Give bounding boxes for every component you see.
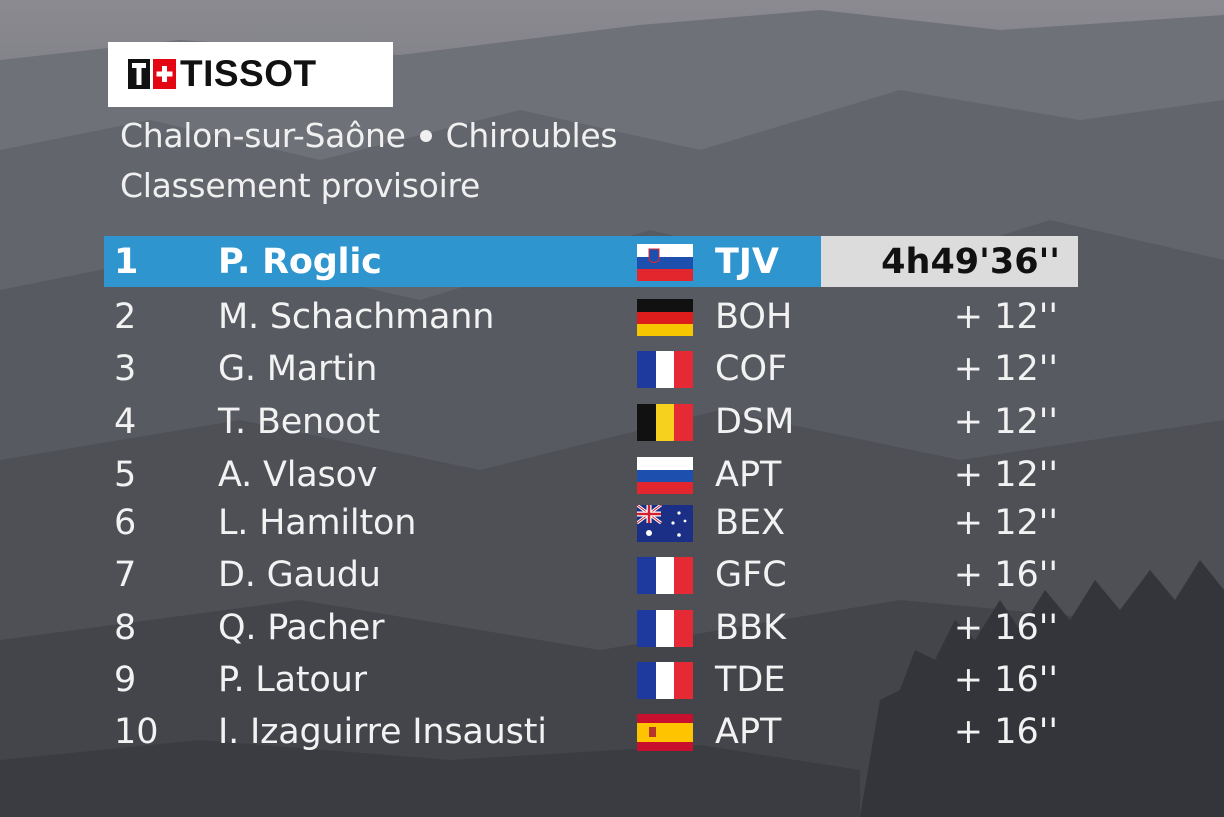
time-gap: + 12'' (953, 455, 1058, 495)
australia-flag-icon (637, 505, 693, 542)
standings-row: 3 G. Martin COF + 12'' (104, 343, 1078, 395)
rank: 5 (114, 455, 137, 495)
time-gap: + 16'' (953, 660, 1058, 700)
russia-flag-icon (637, 457, 693, 494)
time-gap: + 16'' (953, 555, 1058, 595)
standings-row-leader: 1 P. Roglic TJV 4h49'36'' (104, 236, 1078, 287)
swiss-cross-logo-icon (128, 59, 176, 89)
time-gap: 4h49'36'' (881, 242, 1060, 282)
time-gap: + 16'' (953, 712, 1058, 752)
team-code: DSM (715, 402, 795, 442)
rider-name: M. Schachmann (218, 297, 495, 337)
leader-time-box (821, 236, 1078, 287)
rider-name: P. Latour (218, 660, 367, 700)
team-code: APT (715, 455, 782, 495)
rider-name: I. Izaguirre Insausti (218, 712, 547, 752)
germany-flag-icon (637, 299, 693, 336)
rank: 1 (114, 242, 139, 282)
team-code: TJV (715, 242, 779, 282)
rider-name: L. Hamilton (218, 503, 417, 543)
rider-name: Q. Pacher (218, 608, 385, 648)
standings-row: 7 D. Gaudu GFC + 16'' (104, 549, 1078, 601)
team-code: COF (715, 349, 788, 389)
stage-start: Chalon-sur-Saône (120, 116, 406, 155)
rank: 10 (114, 712, 159, 752)
france-flag-icon (637, 610, 693, 647)
rider-name: A. Vlasov (218, 455, 378, 495)
rider-name: G. Martin (218, 349, 378, 389)
rider-name: D. Gaudu (218, 555, 381, 595)
team-code: BEX (715, 503, 786, 543)
rank: 2 (114, 297, 137, 337)
rank: 4 (114, 402, 137, 442)
rider-name: T. Benoot (218, 402, 380, 442)
standings-row: 2 M. Schachmann BOH + 12'' (104, 291, 1078, 343)
standings-row: 4 T. Benoot DSM + 12'' (104, 396, 1078, 448)
stage-title: Chalon-sur-Saône Chiroubles (120, 116, 618, 156)
rank: 6 (114, 503, 137, 543)
rank: 9 (114, 660, 137, 700)
france-flag-icon (637, 557, 693, 594)
standings-row: 8 Q. Pacher BBK + 16'' (104, 602, 1078, 654)
standings-row: 9 P. Latour TDE + 16'' (104, 654, 1078, 706)
belgium-flag-icon (637, 404, 693, 441)
slovenia-flag-icon (637, 244, 693, 281)
bullet-icon (419, 129, 432, 142)
time-gap: + 12'' (953, 297, 1058, 337)
team-code: APT (715, 712, 782, 752)
team-code: TDE (715, 660, 786, 700)
france-flag-icon (637, 662, 693, 699)
time-gap: + 12'' (953, 402, 1058, 442)
france-flag-icon (637, 351, 693, 388)
team-code: GFC (715, 555, 787, 595)
time-gap: + 16'' (953, 608, 1058, 648)
rank: 3 (114, 349, 137, 389)
time-gap: + 12'' (953, 349, 1058, 389)
rider-name: P. Roglic (218, 242, 382, 282)
rank: 7 (114, 555, 137, 595)
time-gap: + 12'' (953, 503, 1058, 543)
spain-flag-icon (637, 714, 693, 751)
stage-end: Chiroubles (445, 116, 618, 155)
team-code: BOH (715, 297, 793, 337)
rank: 8 (114, 608, 137, 648)
classification-title: Classement provisoire (120, 166, 480, 205)
team-code: BBK (715, 608, 786, 648)
standings-row: 5 A. Vlasov APT + 12'' (104, 449, 1078, 501)
logo-text: TISSOT (180, 53, 317, 94)
tissot-logo: TISSOT (108, 42, 393, 107)
standings-row: 6 L. Hamilton BEX + 12'' (104, 497, 1078, 549)
standings-row: 10 I. Izaguirre Insausti APT + 16'' (104, 706, 1078, 758)
